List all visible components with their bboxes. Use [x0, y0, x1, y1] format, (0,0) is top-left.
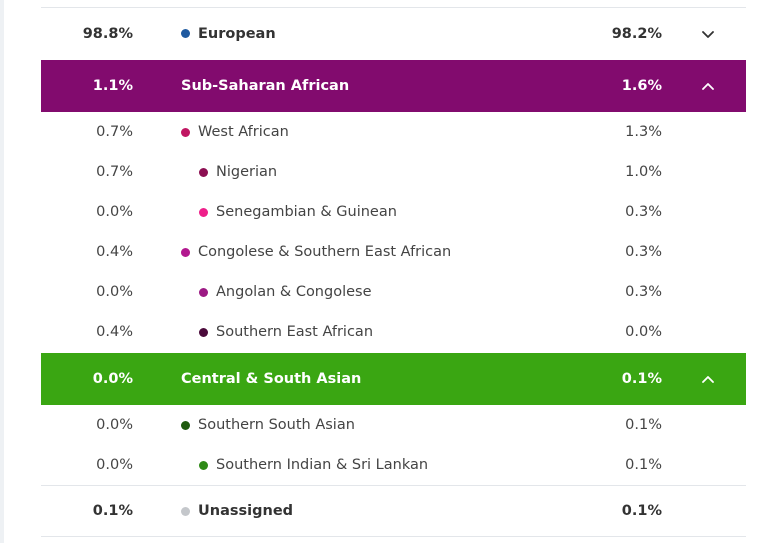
color-dot-icon	[181, 247, 190, 257]
ancestry-row-southern-south-asian: 0.0% Southern South Asian 0.1%	[41, 405, 746, 445]
left-percentage: 0.7%	[96, 164, 133, 180]
color-dot-icon	[199, 287, 208, 297]
left-percentage: 0.0%	[96, 417, 133, 433]
population-name-cell: West African	[181, 112, 289, 152]
population-name-cell: Angolan & Congolese	[199, 272, 372, 312]
ancestry-row-european[interactable]: 98.8% European 98.2%	[41, 7, 746, 60]
right-percentage: 0.1%	[625, 457, 662, 473]
right-percentage: 0.0%	[625, 324, 662, 340]
left-percentage: 0.0%	[92, 371, 133, 387]
ancestry-row-west-african: 0.7% West African 1.3%	[41, 112, 746, 152]
left-percentage: 0.0%	[96, 284, 133, 300]
right-percentage: 98.2%	[611, 25, 662, 42]
population-label: Unassigned	[198, 503, 294, 519]
color-dot-icon	[199, 207, 208, 217]
right-percentage: 0.1%	[625, 417, 662, 433]
left-percentage: 0.0%	[96, 204, 133, 220]
region-header-sub-saharan-african[interactable]: 1.1% Sub-Saharan African 1.6%	[41, 60, 746, 112]
chevron-up-icon[interactable]	[691, 353, 725, 405]
color-dot-icon	[199, 460, 208, 470]
right-percentage: 0.1%	[621, 503, 662, 519]
population-name-cell: Central & South Asian	[181, 353, 361, 405]
row-divider	[41, 7, 746, 8]
population-name-cell: European	[181, 7, 276, 60]
right-percentage: 0.1%	[621, 371, 662, 387]
ancestry-row-nigerian: 0.7% Nigerian 1.0%	[41, 152, 746, 192]
ancestry-row-congolese-and-southern-east-african: 0.4% Congolese & Southern East African 0.3…	[41, 232, 746, 272]
color-dot-icon	[181, 506, 190, 516]
population-name-cell: Unassigned	[181, 486, 293, 536]
population-label: Nigerian	[216, 164, 278, 180]
left-percentage: 98.8%	[82, 25, 133, 42]
right-percentage: 0.3%	[625, 204, 662, 220]
chevron-down-icon[interactable]	[691, 7, 725, 60]
population-name-cell: Southern East African	[199, 312, 373, 352]
left-percentage: 0.4%	[96, 244, 133, 260]
population-name-cell: Southern South Asian	[181, 405, 355, 445]
population-label: West African	[198, 124, 289, 140]
population-label: Sub-Saharan African	[181, 78, 350, 94]
color-dot-icon	[181, 420, 190, 430]
color-dot-icon	[181, 127, 190, 137]
population-label: European	[198, 25, 276, 42]
ancestry-row-unassigned: 0.1% Unassigned 0.1%	[41, 486, 746, 536]
left-percentage: 0.0%	[96, 457, 133, 473]
left-percentage: 0.4%	[96, 324, 133, 340]
left-percentage: 1.1%	[92, 78, 133, 94]
population-name-cell: Southern Indian & Sri Lankan	[199, 445, 428, 485]
population-name-cell: Nigerian	[199, 152, 277, 192]
right-percentage: 1.6%	[621, 78, 662, 94]
ancestry-row-southern-indian-and-sri-lankan: 0.0% Southern Indian & Sri Lankan 0.1%	[41, 445, 746, 485]
population-label: Southern South Asian	[198, 417, 355, 433]
region-header-central-and-south-asian[interactable]: 0.0% Central & South Asian 0.1%	[41, 353, 746, 405]
population-name-cell: Sub-Saharan African	[181, 60, 349, 112]
population-label: Southern Indian & Sri Lankan	[216, 457, 429, 473]
color-dot-icon	[199, 167, 208, 177]
population-label: Central & South Asian	[181, 371, 362, 387]
population-label: Southern East African	[216, 324, 374, 340]
ancestry-row-senegambian-and-guinean: 0.0% Senegambian & Guinean 0.3%	[41, 192, 746, 232]
row-divider	[41, 536, 746, 537]
right-percentage: 0.3%	[625, 244, 662, 260]
ancestry-row-angolan-and-congolese: 0.0% Angolan & Congolese 0.3%	[41, 272, 746, 312]
color-dot-icon	[181, 29, 190, 38]
row-divider	[41, 485, 746, 486]
color-dot-icon	[199, 327, 208, 337]
ancestry-row-southern-east-african: 0.4% Southern East African 0.0%	[41, 312, 746, 352]
right-percentage: 1.3%	[625, 124, 662, 140]
population-label: Senegambian & Guinean	[216, 204, 397, 220]
left-percentage: 0.1%	[92, 503, 133, 519]
population-name-cell: Senegambian & Guinean	[199, 192, 397, 232]
left-percentage: 0.7%	[96, 124, 133, 140]
right-percentage: 1.0%	[625, 164, 662, 180]
population-name-cell: Congolese & Southern East African	[181, 232, 451, 272]
population-label: Congolese & Southern East African	[198, 244, 452, 260]
right-percentage: 0.3%	[625, 284, 662, 300]
chevron-up-icon[interactable]	[691, 60, 725, 112]
population-label: Angolan & Congolese	[216, 284, 372, 300]
